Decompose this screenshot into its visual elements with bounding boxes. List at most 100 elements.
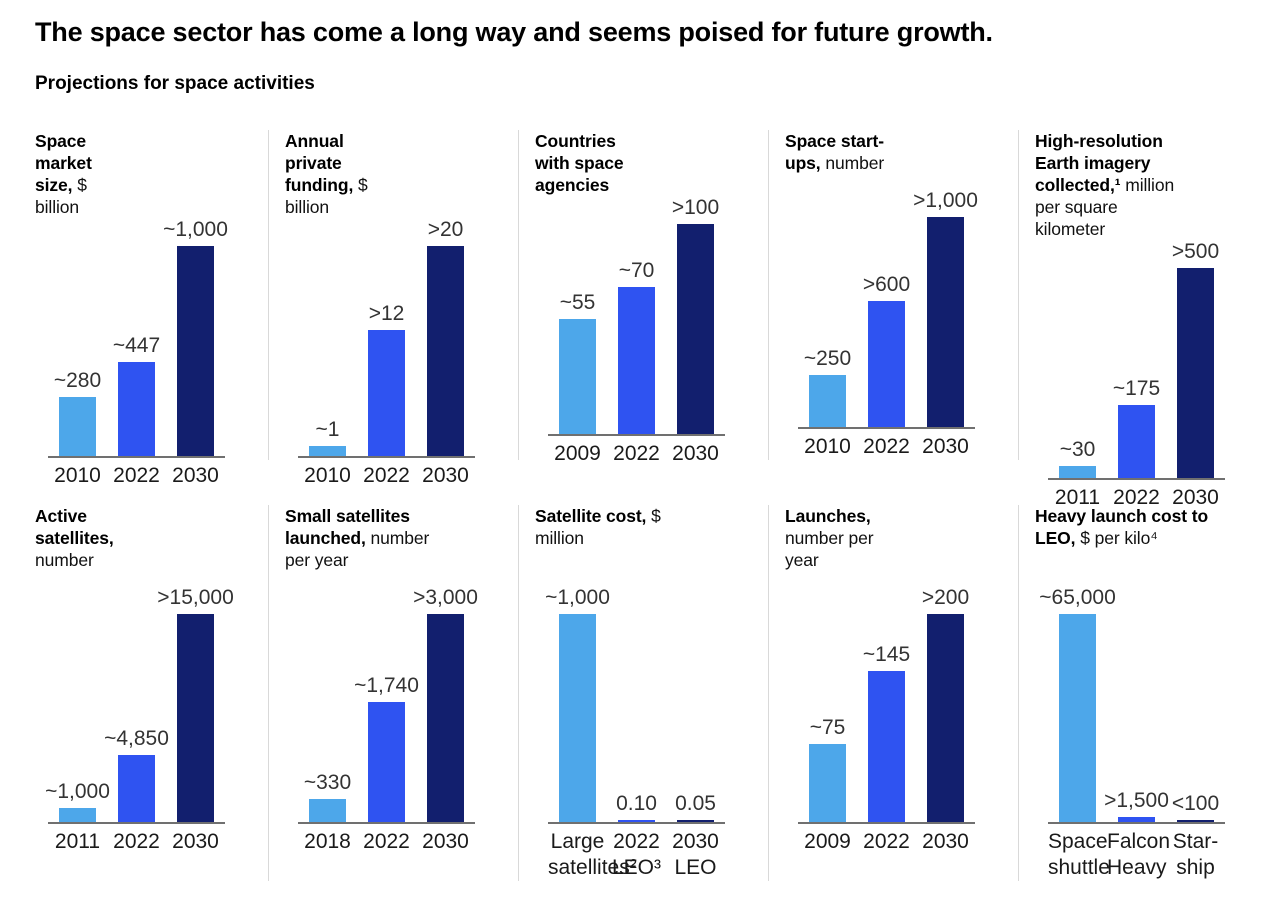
bar-value-label: ~175 (1112, 376, 1161, 400)
bar-value-label: >15,000 (157, 586, 234, 609)
panel-title-active-satellites: Active satellites, number (35, 505, 135, 571)
bar-countries-with-space-agencies-1 (618, 287, 655, 434)
bar-active-satellites-2 (177, 614, 214, 822)
panel-title-small-satellites-launched: Small satellites launched, number per ye… (285, 505, 435, 571)
bar-value-label: ~65,000 (1039, 586, 1116, 609)
x-axis-label: 2022 (857, 829, 916, 881)
bar-group-2022: ~145 (857, 643, 916, 822)
x-axis-line (798, 427, 975, 429)
x-axis-label-line: 2022 (363, 830, 410, 853)
chart-space-start-ups: ~250 >600 >1,000 (798, 189, 978, 427)
bar-value-label: ~280 (53, 369, 102, 392)
x-axis-labels: Space shuttle Falcon Heavy Star-ship (1048, 829, 1225, 881)
x-axis-label-line: Large (550, 830, 605, 853)
panel-title-unit: $ billion (35, 175, 87, 217)
x-axis-label-line: 2030 (922, 435, 969, 458)
panel-title-unit: number per year (785, 528, 874, 570)
bar-heavy-launch-cost-to-leo-0 (1059, 614, 1096, 822)
panel-countries-with-space-agencies: Countries with space agencies ~55 ~70 >100 2… (518, 130, 768, 465)
x-axis-label: 2030 (666, 441, 725, 467)
bar-space-start-ups-1 (868, 301, 905, 427)
panel-title-space-market-size: Space market size, $ billion (35, 130, 125, 218)
panel-space-market-size: Space market size, $ billion ~280 ~447 ~1,0… (35, 130, 268, 487)
x-axis-labels: 2010 2022 2030 (298, 463, 475, 489)
x-axis-labels: 2009 2022 2030 (798, 829, 975, 881)
bar-group-2022: >600 (857, 273, 916, 427)
x-axis-line (1048, 822, 1225, 824)
bar-value-label: >100 (671, 196, 720, 219)
x-axis-label: 2030 LEO (666, 829, 725, 881)
bar-small-satellites-launched-1 (368, 701, 405, 822)
panel-small-satellites-launched: Small satellites launched, number per ye… (268, 505, 518, 881)
panel-title-bold: Annual private funding, (285, 131, 354, 195)
bar-value-label: >600 (862, 273, 911, 296)
bar-value-label: >1,500 (1104, 789, 1169, 812)
bar-earth-imagery-collected-0 (1059, 465, 1096, 478)
bar-space-market-size-1 (118, 362, 155, 456)
panel-title-bold: Small satellites launched, (285, 506, 410, 548)
charts-row-top: Space market size, $ billion ~280 ~447 ~1,0… (35, 130, 1280, 509)
panel-title-annual-private-funding: Annual private funding, $ billion (285, 130, 380, 218)
bar-space-start-ups-0 (809, 374, 846, 427)
chart-active-satellites: ~1,000 ~4,850 >15,000 (45, 586, 234, 822)
bar-group-2022: ~4,850 (104, 726, 169, 822)
bar-value-label: >500 (1171, 240, 1220, 263)
panel-title-bold: Heavy launch cost to LEO, (1035, 506, 1209, 548)
bar-value-label: ~1,740 (354, 673, 419, 697)
x-axis-label-line: 2022 (363, 464, 410, 487)
bar-group-2030: >500 (1166, 240, 1225, 478)
x-axis-label: 2009 (798, 829, 857, 881)
bar-group-2010: ~250 (798, 347, 857, 427)
chart-launches: ~75 ~145 >200 (798, 586, 975, 822)
bar-value-label: ~1,000 (163, 218, 228, 241)
x-axis-label: 2030 (166, 463, 225, 489)
panel-title-bold: Launches, (785, 506, 871, 526)
x-axis-label: 2030 (916, 434, 975, 460)
panel-annual-private-funding: Annual private funding, $ billion ~1 >12 >2… (268, 130, 518, 487)
panel-title-unit: $ per kilo⁴ (1075, 528, 1158, 548)
bar-value-label: ~4,850 (104, 726, 169, 750)
x-axis-label-line: satellites² (548, 856, 637, 879)
x-axis-label: 2030 (166, 829, 225, 881)
panel-title-unit: number per year (285, 528, 430, 570)
bar-value-label: >3,000 (413, 586, 478, 609)
bar-group-2022: 0.10 (607, 792, 666, 822)
x-axis-labels: 2010 2022 2030 (798, 434, 975, 460)
bar-value-label: >200 (921, 586, 970, 609)
bar-annual-private-funding-1 (368, 330, 405, 456)
x-axis-label: 2022 (107, 829, 166, 881)
bar-value-label: ~1 (315, 417, 340, 441)
x-axis-label-line: Heavy (1107, 856, 1167, 879)
x-axis-label-line: 2030 (172, 830, 219, 853)
x-axis-label-line: 2011 (1054, 486, 1101, 509)
x-axis-line (48, 822, 225, 824)
bar-value-label: >12 (368, 302, 405, 325)
x-axis-line (548, 434, 725, 436)
x-axis-label-line: 2030 (922, 830, 969, 853)
x-axis-label-line: LEO (674, 856, 717, 879)
x-axis-label: 2022 (1107, 485, 1166, 511)
x-axis-label-line: LEO³ (611, 856, 661, 879)
bar-group-Space: ~65,000 (1039, 586, 1116, 822)
bar-satellite-cost-1 (618, 819, 655, 822)
x-axis-label: 2018 (298, 829, 357, 881)
x-axis-label-line: 2030 (172, 464, 219, 487)
x-axis-label: 2010 (798, 434, 857, 460)
x-axis-label-line: 2030 (672, 830, 719, 853)
chart-annual-private-funding: ~1 >12 >20 (298, 218, 475, 456)
bar-launches-2 (927, 614, 964, 822)
panel-title-heavy-launch-cost-to-leo: Heavy launch cost to LEO, $ per kilo⁴ (1035, 505, 1210, 549)
x-axis-label: 2022 (107, 463, 166, 489)
x-axis-label: 2030 (416, 463, 475, 489)
x-axis-label: 2030 (1166, 485, 1225, 511)
x-axis-line (798, 822, 975, 824)
x-axis-label-line: 2022 (113, 830, 160, 853)
bar-group-2022: ~175 (1107, 376, 1166, 478)
bar-group-Star-: <100 (1166, 792, 1225, 822)
bar-group-2022: ~1,740 (354, 673, 419, 822)
x-axis-label: Falcon Heavy (1107, 829, 1170, 881)
bar-earth-imagery-collected-1 (1118, 404, 1155, 478)
panel-active-satellites: Active satellites, number ~1,000 ~4,850 >15… (35, 505, 268, 881)
panel-title-launches: Launches, number per year (785, 505, 890, 571)
bar-value-label: ~30 (1059, 437, 1096, 461)
